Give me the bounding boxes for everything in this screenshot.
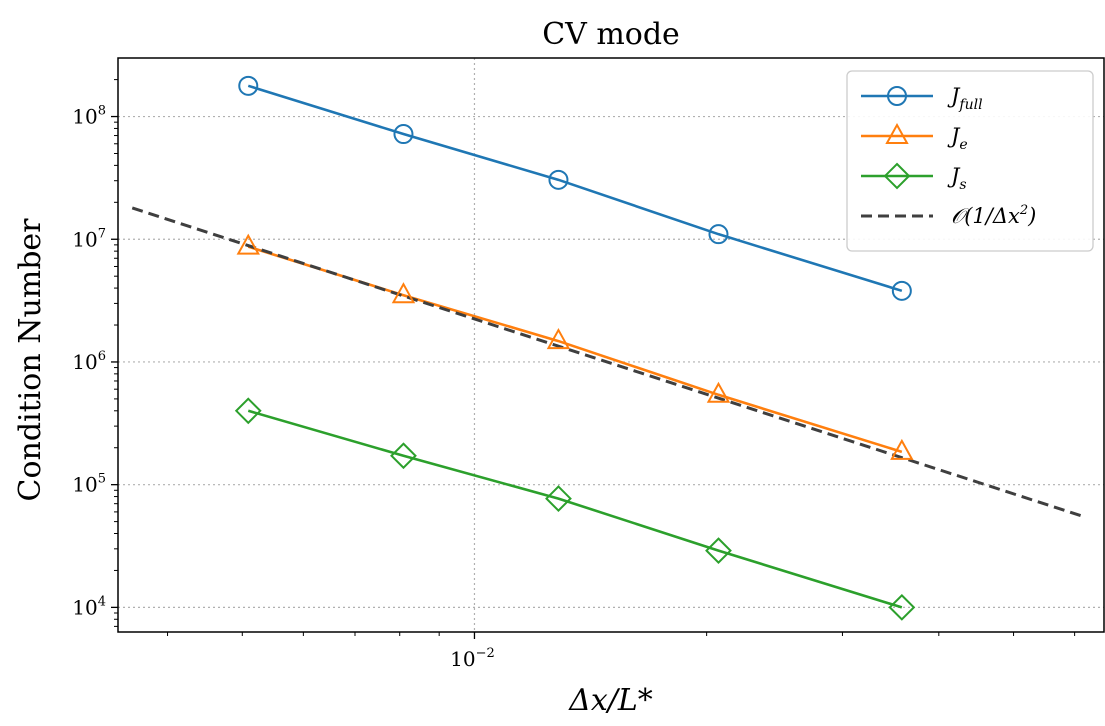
legend-marker-2 — [883, 162, 911, 190]
legend-label-1: Je — [947, 124, 968, 153]
series-0-point — [891, 280, 912, 301]
series-line-3 — [131, 206, 1084, 518]
legend-label-3: 𝒪(1/Δx2) — [951, 203, 1036, 228]
series-2-point — [888, 593, 916, 621]
series-2-point — [390, 442, 417, 470]
series-1-point — [706, 381, 731, 403]
chart-title: CV mode — [542, 17, 680, 52]
x-tick-label: 10−2 — [450, 646, 495, 671]
series-0-point — [393, 124, 414, 145]
legend: Jfull Je Js 𝒪(1/Δx2) — [846, 70, 1094, 252]
plot-series — [131, 75, 1084, 621]
y-tick-label: 108 — [72, 104, 106, 129]
y-tick-label: 104 — [72, 594, 106, 619]
legend-label-0: Jfull — [947, 84, 983, 113]
series-line-0 — [247, 84, 903, 293]
plot-frame — [117, 57, 1105, 633]
legend-marker-0 — [887, 86, 907, 106]
series-0-point — [238, 75, 259, 96]
series-1-point — [890, 438, 914, 460]
legend-box — [846, 70, 1094, 252]
x-axis-label: Δx/L* — [568, 683, 653, 718]
series-line-2 — [247, 409, 903, 609]
series-2-point — [234, 397, 262, 425]
series-1-point — [236, 233, 260, 255]
series-2-point — [545, 485, 572, 513]
legend-marker-1 — [885, 122, 909, 144]
series-2-point — [705, 537, 732, 565]
legend-label-2: Js — [947, 164, 967, 193]
series-0-point — [708, 224, 729, 245]
y-axis-label: Condition Number — [13, 218, 48, 502]
y-tick-label: 105 — [72, 472, 106, 497]
series-1-point — [546, 328, 571, 350]
y-tick-label: 107 — [72, 226, 106, 251]
series-1-point — [391, 282, 416, 304]
series-0-point — [548, 169, 569, 190]
y-tick-label: 106 — [72, 349, 106, 374]
axis-ticks: 104 105 106 107 108 10−2 — [72, 79, 1076, 671]
